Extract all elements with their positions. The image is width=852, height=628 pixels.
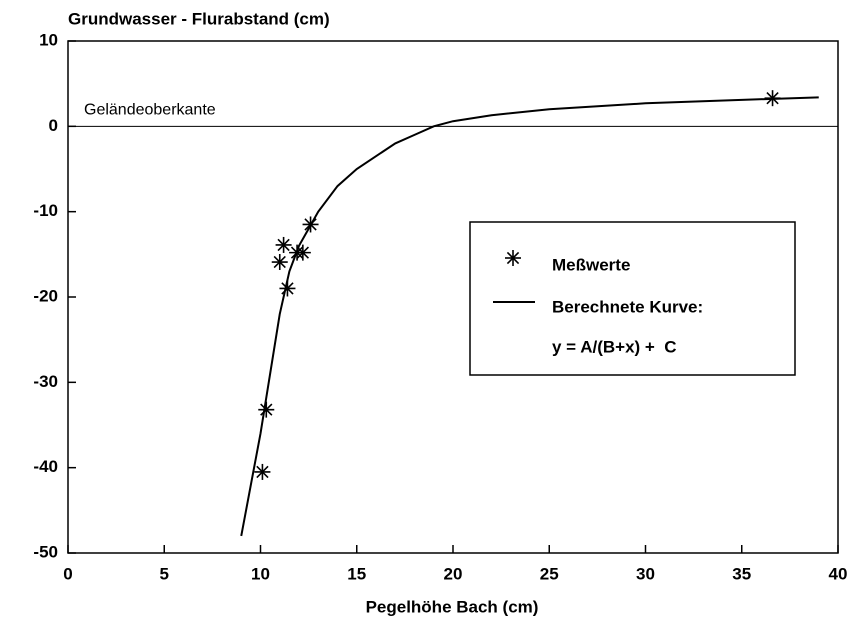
x-tick-label: 15 — [347, 564, 366, 583]
fitted-curve — [240, 96, 819, 537]
y-tick-label: 10 — [39, 30, 58, 49]
y-tick-label: -20 — [33, 286, 58, 305]
x-tick-label: 5 — [160, 564, 169, 583]
star-stroke — [506, 251, 520, 265]
data-point — [258, 401, 275, 418]
x-tick-label: 40 — [829, 564, 848, 583]
data-point — [294, 244, 311, 261]
data-point — [254, 463, 271, 480]
legend-box — [469, 221, 796, 376]
legend-formula: y = A/(B+x) + C — [552, 337, 677, 356]
legend-label: Meßwerte — [552, 255, 630, 274]
y-tick-label: -10 — [33, 201, 58, 220]
star-stroke — [296, 246, 310, 259]
star-stroke — [260, 403, 273, 416]
y-tick-label: 0 — [49, 116, 58, 135]
x-tick-label: 30 — [636, 564, 655, 583]
x-axis-label: Pegelhöhe Bach (cm) — [366, 597, 539, 616]
legend-label: Berechnete Kurve: — [552, 297, 703, 316]
legend: Meßwerte Berechnete Kurve: y = A/(B+x) + C — [469, 221, 796, 376]
x-tick-label: 20 — [444, 564, 463, 583]
y-tick-label: -40 — [33, 457, 58, 476]
x-tick-label: 0 — [63, 564, 72, 583]
x-tick-label: 10 — [251, 564, 270, 583]
data-point — [271, 254, 288, 271]
reference-label: Geländeoberkante — [84, 102, 216, 119]
star-stroke — [256, 465, 269, 479]
data-point — [275, 236, 292, 253]
star-stroke — [273, 255, 286, 269]
chart-title: Grundwasser - Flurabstand (cm) — [68, 9, 330, 28]
legend-marker — [505, 250, 521, 266]
y-tick-label: -30 — [33, 372, 58, 391]
star-stroke — [277, 238, 290, 252]
y-tick-label: -50 — [33, 542, 58, 561]
x-tick-label: 25 — [540, 564, 559, 583]
x-tick-label: 35 — [732, 564, 751, 583]
